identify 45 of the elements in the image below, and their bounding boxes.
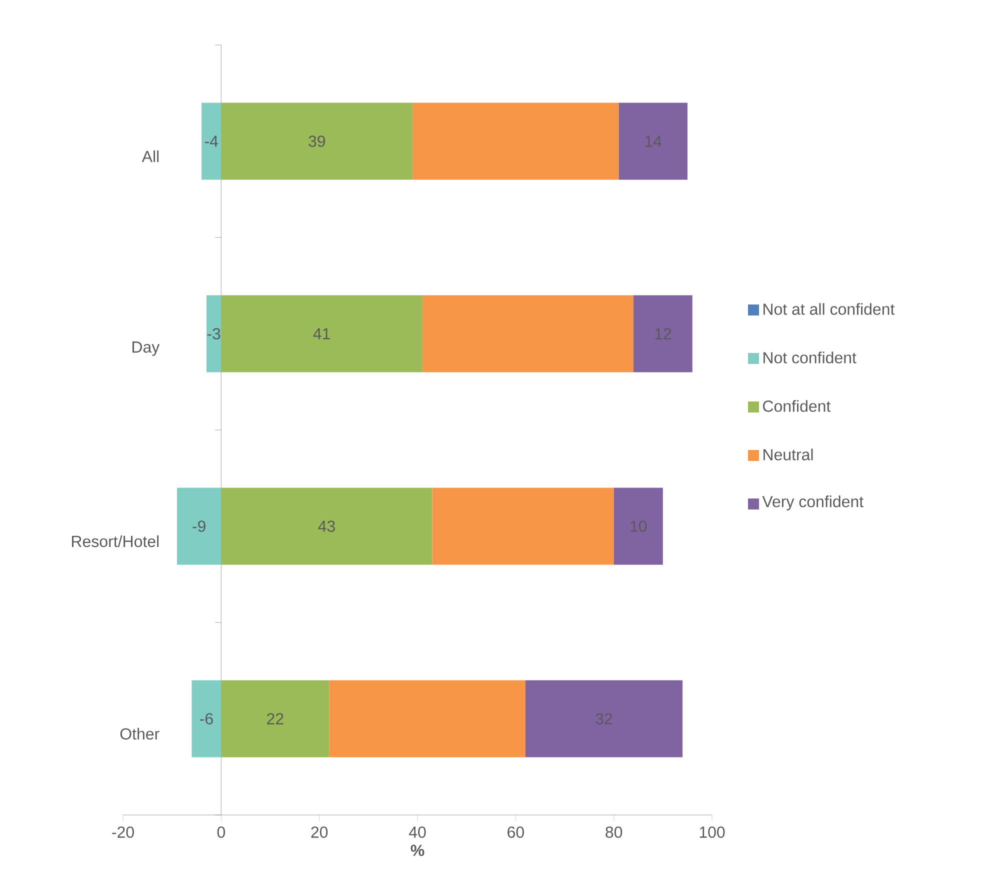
x-axis-title: %: [410, 844, 424, 856]
y-tick-label: Resort/Hotel: [72, 535, 159, 548]
data-label: 22: [267, 713, 284, 724]
bar: [221, 102, 413, 180]
data-label: 10: [630, 520, 647, 532]
legend-label: Very confident: [762, 496, 864, 510]
bar: [633, 295, 692, 372]
bar: [412, 102, 619, 180]
data-label: 32: [596, 713, 612, 724]
y-tick-label: All: [142, 150, 159, 162]
bar: [614, 488, 663, 565]
bar: [329, 680, 526, 758]
bar: [177, 488, 222, 565]
bar: [221, 488, 432, 565]
data-label: 14: [645, 136, 662, 147]
data-label: 39: [308, 136, 326, 147]
data-label: 12: [655, 328, 672, 340]
legend-label: Confident: [763, 400, 831, 412]
bar: [202, 102, 222, 180]
x-tick-label: 40: [408, 826, 426, 838]
y-tick-label: Other: [120, 728, 160, 740]
x-tick-label: 60: [508, 826, 524, 838]
bar: [432, 488, 614, 565]
x-tick-label: 80: [606, 826, 622, 838]
y-tick-label: Day: [132, 342, 160, 356]
data-label: 41: [313, 328, 330, 340]
legend-label: Not confident: [764, 352, 856, 364]
bar: [221, 680, 330, 758]
bar: [192, 680, 222, 758]
bar: [422, 295, 634, 372]
data-label: -9: [192, 520, 206, 532]
legend-label: Neutral: [764, 448, 813, 460]
bar: [221, 295, 422, 372]
legend-label: Not at all confident: [764, 303, 895, 315]
x-tick-label: -20: [112, 826, 134, 838]
x-tick-label: 20: [311, 826, 328, 838]
data-label: 43: [318, 520, 335, 532]
bar: [206, 295, 222, 372]
data-label: -4: [204, 136, 218, 147]
x-tick-label: 100: [700, 826, 725, 838]
bar: [618, 102, 688, 180]
bar: [525, 680, 683, 758]
data-label: -3: [207, 328, 220, 340]
x-tick-label: 0: [217, 826, 226, 838]
data-label: -6: [200, 713, 213, 724]
